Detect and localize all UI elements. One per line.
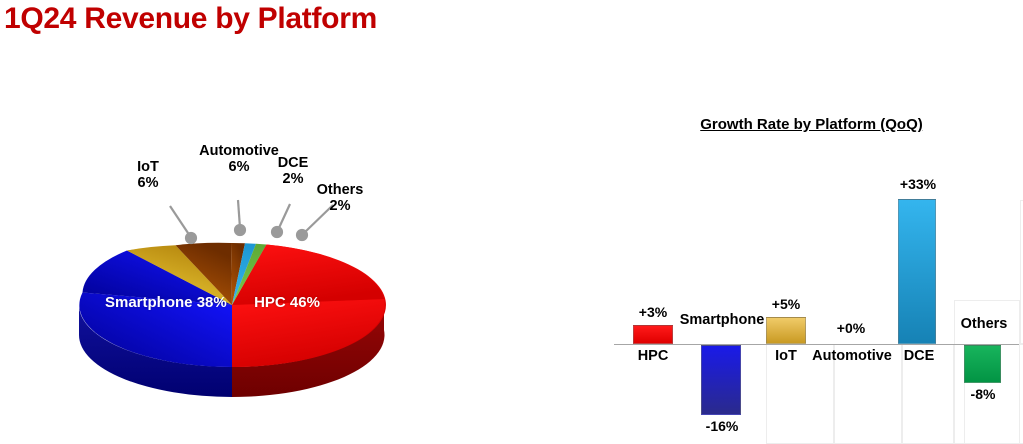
bar-value-smartphone: -16% (705, 418, 739, 434)
leader-dot-automotive (233, 223, 247, 237)
bar-value-dce: +33% (899, 176, 937, 192)
pie-side-hpc (232, 300, 385, 397)
bar-chart-title: Growth Rate by Platform (QoQ) (700, 116, 923, 133)
leader-line-iot (169, 205, 191, 237)
pie-callout-iot-name: IoT (137, 159, 159, 175)
bar-iot[interactable] (766, 317, 806, 344)
pie-callout-others: Others 2% (302, 182, 378, 214)
leader-dot-dce (270, 225, 284, 239)
leader-dot-others (295, 228, 309, 242)
bar-value-automotive: +0% (836, 320, 866, 336)
pie-label-smartphone: Smartphone 38% (105, 294, 227, 312)
pie-label-hpc-pct: 46% (289, 294, 320, 311)
leader-line-dce (277, 203, 291, 231)
bar-category-dce: DCE (903, 348, 935, 364)
bar-category-hpc: HPC (637, 348, 669, 364)
zero-axis-line (614, 344, 1019, 345)
pie-callout-dce-pct: 2% (282, 170, 304, 187)
pie-label-hpc-name: HPC (254, 294, 286, 311)
pie-callout-dce-name: DCE (277, 155, 309, 171)
page-title: 1Q24 Revenue by Platform (4, 2, 377, 35)
pie-slice-smartphone-b[interactable] (82, 250, 233, 306)
pie-slice-hpc-c[interactable] (232, 244, 384, 306)
pie-callout-iot: IoT 6% (118, 159, 178, 191)
pie-slice-iot-b[interactable] (127, 245, 232, 305)
bar-value-iot: +5% (771, 296, 801, 312)
bar-chart-panel: Growth Rate by Platform (QoQ) +3% HPC -1… (600, 100, 1023, 444)
pie-callout-dce: DCE 2% (258, 155, 328, 187)
leader-line-automotive (236, 199, 242, 229)
pie-callout-others-pct: 2% (329, 197, 351, 214)
bar-category-iot: IoT (775, 348, 797, 364)
bar-category-smartphone: Smartphone (679, 312, 765, 328)
pie-slice-hpc-b[interactable] (232, 299, 385, 367)
pie-chart-panel: IoT 6% Automotive 6% DCE 2% Others 2% Sm… (0, 100, 520, 444)
pie-callout-automotive-pct: 6% (228, 158, 250, 175)
pie-slice-automotive-b[interactable] (231, 242, 245, 305)
bar-category-automotive: Automotive (812, 348, 892, 364)
pie-callout-automotive-name: Automotive (199, 143, 279, 159)
bar-hpc[interactable] (633, 325, 673, 344)
pie-side-smartphone (79, 305, 232, 397)
pie-slice-automotive[interactable] (175, 242, 233, 305)
pie-slice-smartphone[interactable] (79, 292, 232, 368)
pie-callout-others-name: Others (316, 182, 364, 198)
pie-label-smartphone-pct: 38% (196, 294, 227, 311)
pie-label-smartphone-name: Smartphone (105, 294, 193, 311)
pie-callout-iot-pct: 6% (137, 174, 159, 191)
bar-others[interactable] (964, 345, 1001, 383)
bar-category-others: Others (960, 316, 1008, 332)
plot-guide-box-5 (1020, 200, 1023, 344)
pie-label-hpc: HPC 46% (250, 294, 324, 312)
bar-dce[interactable] (898, 199, 936, 344)
pie-callout-automotive: Automotive 6% (174, 143, 304, 175)
bar-smartphone[interactable] (701, 345, 741, 415)
bar-value-hpc: +3% (638, 304, 668, 320)
bar-value-others: -8% (970, 386, 996, 402)
bar-chart-plot: +3% HPC -16% Smartphone +5% IoT +0% Auto… (600, 100, 1023, 444)
pie-slice-others[interactable] (232, 243, 267, 305)
pie-chart-graphic (79, 199, 386, 397)
leader-line-others (303, 204, 334, 234)
pie-slice-dce[interactable] (232, 243, 256, 305)
leader-dot-iot (184, 231, 198, 245)
